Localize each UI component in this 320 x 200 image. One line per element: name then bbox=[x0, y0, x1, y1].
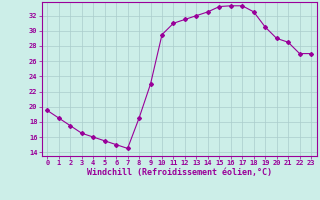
X-axis label: Windchill (Refroidissement éolien,°C): Windchill (Refroidissement éolien,°C) bbox=[87, 168, 272, 177]
